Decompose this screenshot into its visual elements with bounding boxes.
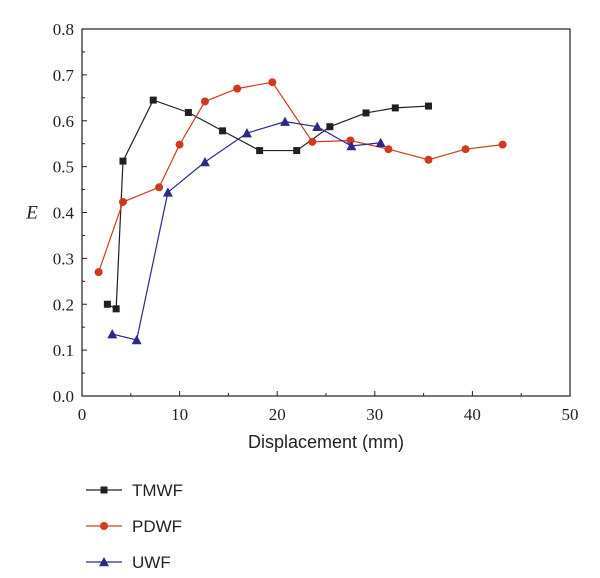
legend-marker [99,557,109,567]
x-tick-label: 0 [78,405,87,424]
data-point [346,136,355,145]
series-uwf [107,116,386,345]
x-tick-label: 10 [171,405,188,424]
legend-label: PDWF [132,517,182,536]
series-line [107,99,429,310]
data-point [326,123,334,131]
data-point [233,84,242,93]
x-tick-label: 50 [562,405,579,424]
data-point [391,104,399,112]
series-pdwf [94,78,507,277]
data-point [119,157,127,165]
y-tick-label: 0.4 [53,204,75,223]
legend-label: UWF [132,553,171,572]
y-axis-title: E [25,203,38,224]
data-point [362,109,370,117]
data-point [280,116,291,126]
data-point [384,145,393,154]
x-axis: 0 10 20 30 40 50 [78,391,579,424]
series-layer [94,78,507,345]
legend-marker [100,522,108,530]
plot-area [81,28,571,397]
plot-frame [81,28,571,397]
series-line [98,81,503,273]
data-point [424,102,432,110]
data-point [118,197,127,206]
data-point [241,128,252,138]
data-point [155,183,164,192]
legend-item-uwf: UWF [86,553,171,572]
data-point [424,155,433,164]
y-axis: 0.0 0.1 0.2 0.3 0.4 0.5 0.6 0.7 0.8 [53,20,87,406]
data-point [200,97,209,106]
data-point [175,140,184,149]
series-line [112,121,381,341]
y-tick-label: 0.0 [53,387,74,406]
x-tick-label: 20 [269,405,286,424]
data-point [162,187,173,197]
data-point [375,137,386,148]
x-axis-title: Displacement (mm) [248,432,404,452]
y-tick-label: 0.8 [53,20,74,39]
data-point [308,137,317,146]
legend-item-tmwf: TMWF [86,481,183,500]
data-point [131,335,142,345]
data-point [184,108,192,116]
data-point [461,145,470,154]
y-tick-label: 0.3 [53,249,74,268]
data-point [268,78,277,87]
data-point [346,140,357,151]
y-tick-label: 0.7 [53,66,75,85]
y-tick-label: 0.2 [53,295,74,314]
x-tick-label: 40 [464,405,481,424]
series-tmwf [103,96,432,313]
data-point [219,127,227,135]
y-tick-label: 0.1 [53,341,74,360]
data-point [149,96,157,104]
legend: TMWF PDWF UWF [86,481,183,572]
legend-label: TMWF [132,481,183,500]
data-point [256,147,264,155]
x-tick-label: 30 [366,405,383,424]
legend-item-pdwf: PDWF [86,517,182,536]
data-point [112,305,120,313]
data-point [199,157,210,167]
data-point [498,140,507,149]
data-point [107,329,118,339]
y-tick-label: 0.6 [53,112,74,131]
data-point [103,300,111,308]
y-tick-label: 0.5 [53,158,74,177]
data-point [293,147,301,155]
legend-marker [100,486,108,494]
data-point [94,268,103,277]
data-point [312,121,323,131]
